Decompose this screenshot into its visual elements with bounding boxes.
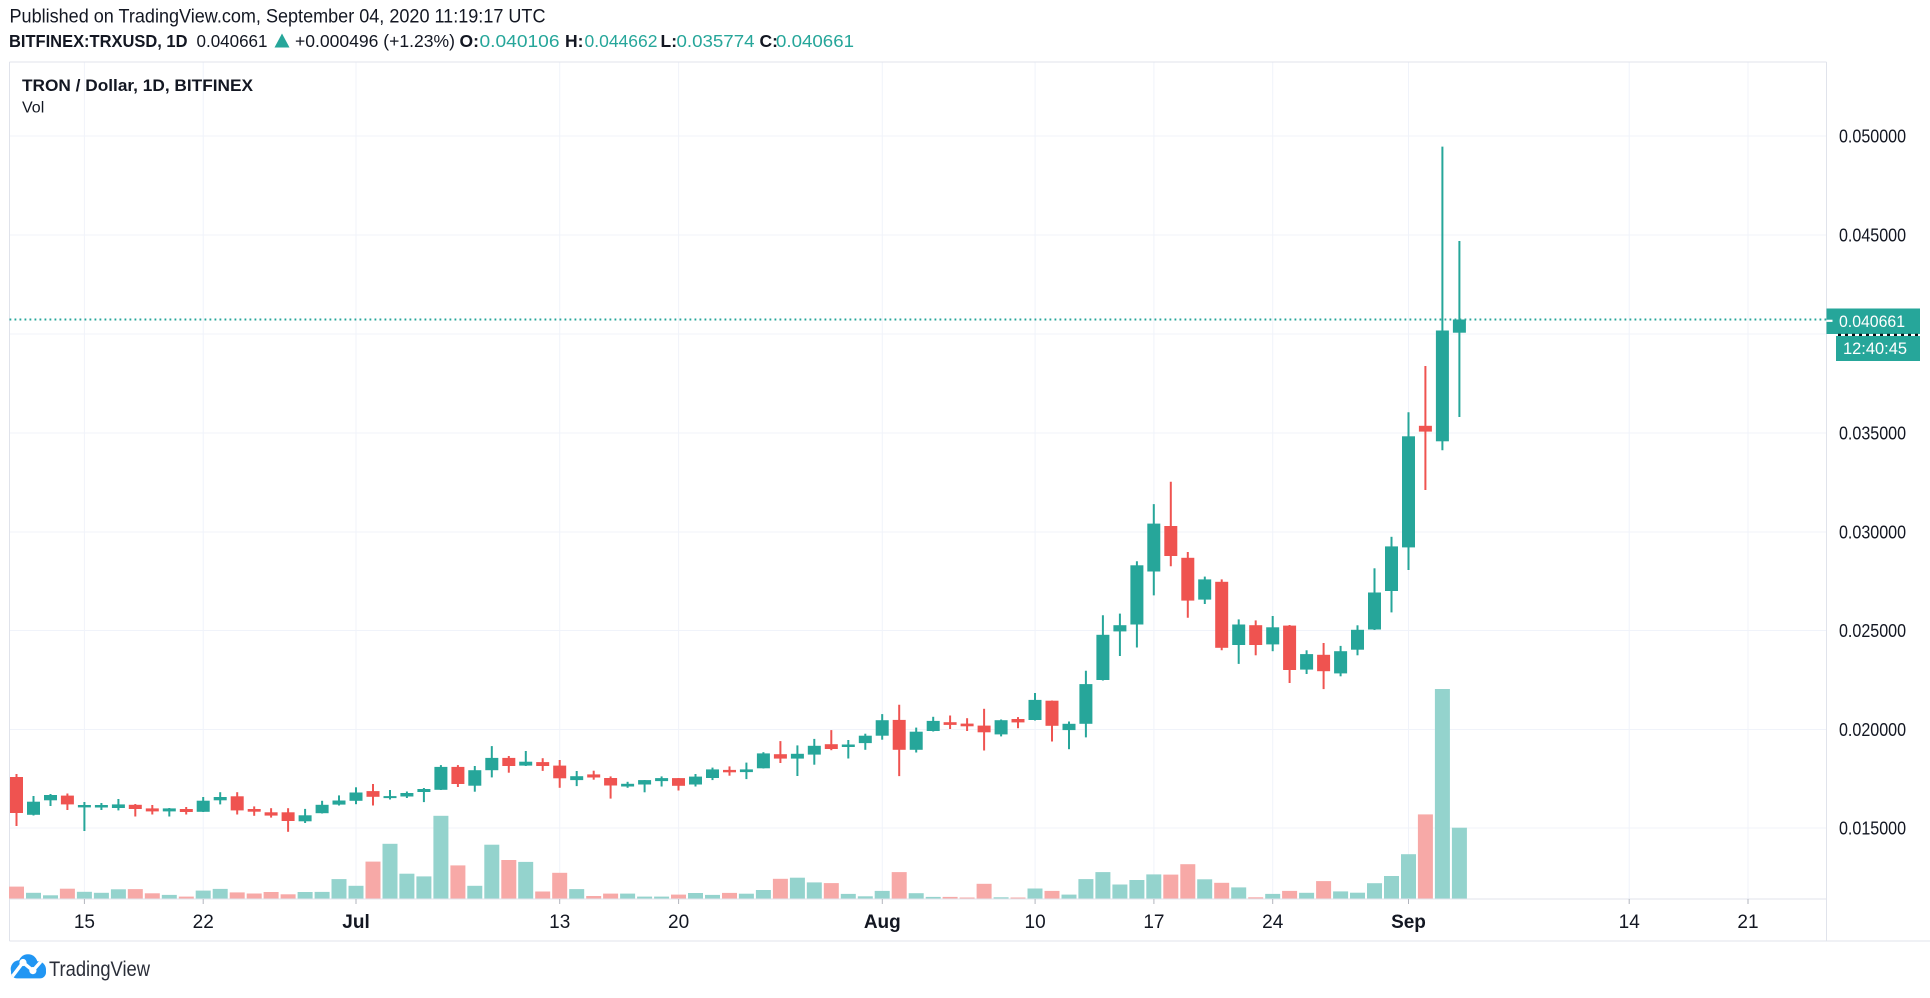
svg-text:0.040661: 0.040661 [1839, 312, 1905, 331]
svg-text:17: 17 [1143, 912, 1164, 933]
svg-text:L:: L: [661, 31, 678, 51]
svg-text:Vol: Vol [22, 100, 44, 117]
svg-text:0.015000: 0.015000 [1839, 819, 1906, 839]
svg-text:0.030000: 0.030000 [1839, 523, 1906, 543]
svg-text:21: 21 [1737, 912, 1758, 933]
svg-text:24: 24 [1262, 912, 1284, 933]
svg-text:20: 20 [668, 912, 689, 933]
svg-text:Aug: Aug [864, 912, 901, 933]
svg-text:Jul: Jul [342, 912, 369, 933]
svg-text:C:: C: [760, 31, 778, 51]
svg-text:0.025000: 0.025000 [1839, 621, 1906, 641]
svg-text:15: 15 [74, 912, 95, 933]
svg-text:Published on TradingView.com,: Published on TradingView.com, September … [10, 6, 546, 28]
svg-text:TRON / Dollar, 1D, BITFINEX: TRON / Dollar, 1D, BITFINEX [22, 76, 254, 95]
svg-text:Sep: Sep [1391, 912, 1426, 933]
svg-text:0.040661: 0.040661 [776, 31, 854, 51]
svg-text:0.035774: 0.035774 [677, 31, 755, 51]
svg-text:0.040106: 0.040106 [480, 31, 560, 51]
svg-text:0.040661: 0.040661 [197, 31, 268, 51]
svg-text:TradingView: TradingView [49, 958, 151, 981]
svg-text:BITFINEX:TRXUSD, 1D: BITFINEX:TRXUSD, 1D [9, 31, 188, 51]
svg-text:H:: H: [565, 31, 583, 51]
svg-text:0.044662: 0.044662 [585, 31, 658, 51]
svg-text:10: 10 [1025, 912, 1046, 933]
svg-text:22: 22 [193, 912, 214, 933]
svg-text:0.045000: 0.045000 [1839, 226, 1906, 246]
svg-text:0.020000: 0.020000 [1839, 720, 1906, 740]
svg-text:0.035000: 0.035000 [1839, 424, 1906, 444]
svg-text:O:: O: [460, 31, 479, 51]
svg-text:+0.000496 (+1.23%): +0.000496 (+1.23%) [295, 31, 455, 51]
svg-text:13: 13 [549, 912, 570, 933]
svg-text:12:40:45: 12:40:45 [1843, 339, 1907, 358]
svg-text:0.050000: 0.050000 [1839, 127, 1906, 147]
svg-text:14: 14 [1619, 912, 1641, 933]
